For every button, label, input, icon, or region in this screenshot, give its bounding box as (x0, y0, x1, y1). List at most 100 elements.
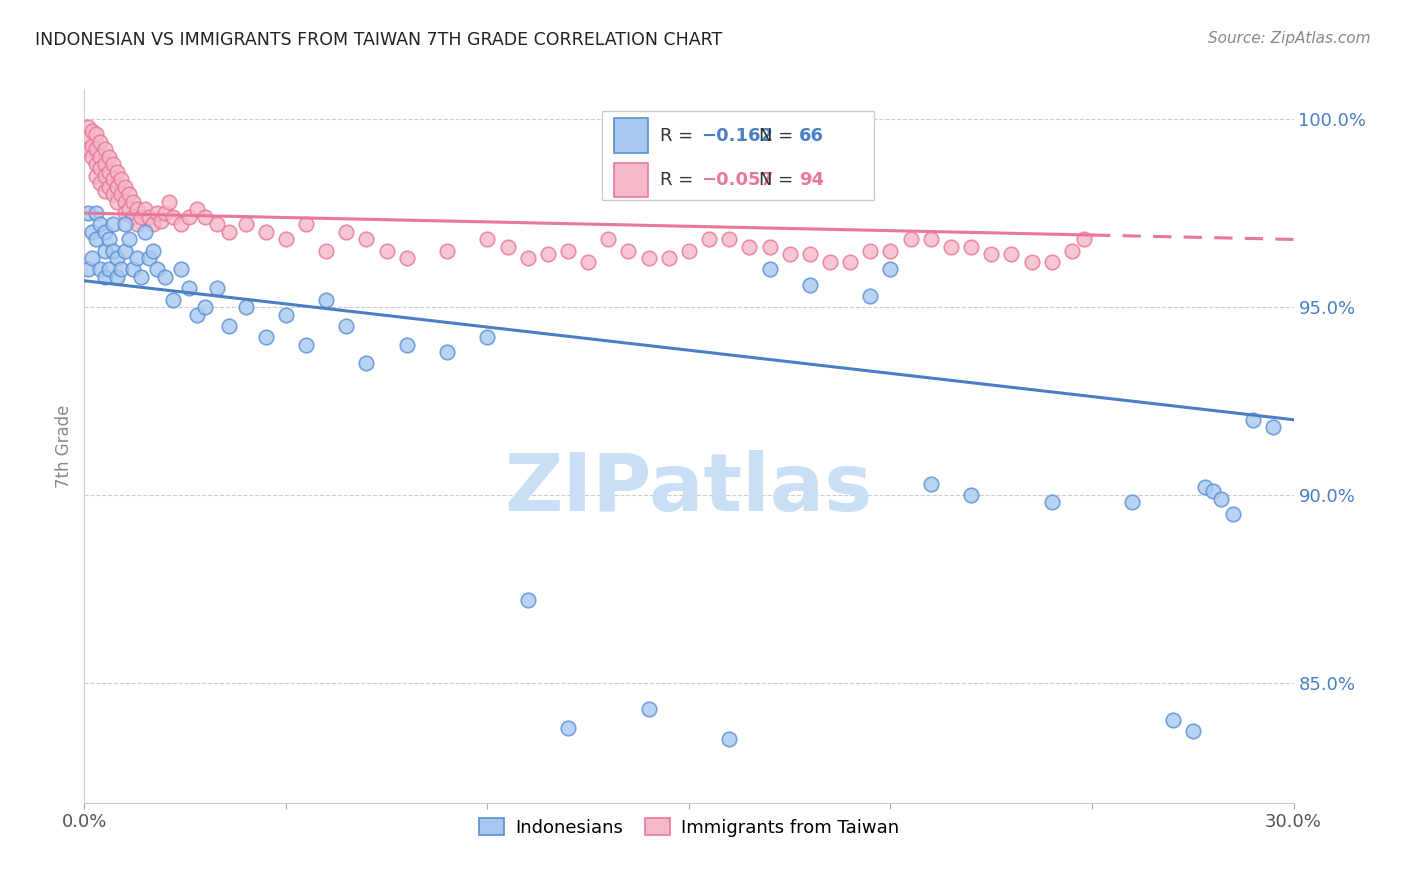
Point (142, 218, 165, 232)
Point (356, 232, 378, 246)
Point (93, 225, 115, 239)
Point (1073, 232, 1095, 246)
Point (900, 232, 922, 246)
Point (194, 300, 217, 314)
Point (125, 251, 148, 265)
Point (97, 179, 120, 194)
Point (186, 202, 208, 217)
Point (86, 142, 108, 156)
Point (960, 240, 983, 254)
Point (82, 225, 104, 239)
Point (436, 244, 458, 258)
Point (101, 218, 124, 232)
Point (77, 142, 100, 156)
Point (142, 244, 165, 258)
Point (105, 270, 128, 285)
Point (274, 232, 297, 246)
Point (186, 308, 208, 322)
Point (77, 131, 100, 145)
Point (218, 225, 240, 239)
Point (516, 251, 538, 265)
Point (77, 120, 100, 134)
Point (118, 202, 141, 217)
Point (86, 128, 108, 142)
Point (576, 255, 599, 269)
Point (1000, 247, 1022, 261)
Point (274, 308, 297, 322)
Point (134, 202, 156, 217)
Point (315, 244, 337, 258)
Point (235, 218, 257, 232)
Point (89, 135, 111, 149)
Point (1263, 420, 1285, 434)
Point (859, 289, 882, 303)
Text: 94: 94 (799, 171, 824, 189)
Point (1209, 491, 1232, 506)
Text: R =: R = (659, 127, 699, 145)
Point (879, 262, 901, 277)
Point (93, 142, 115, 156)
Point (153, 206, 176, 220)
Point (86, 157, 108, 171)
Point (1040, 495, 1063, 509)
Point (678, 244, 700, 258)
Point (82, 123, 104, 137)
Legend: Indonesians, Immigrants from Taiwan: Indonesians, Immigrants from Taiwan (472, 811, 905, 844)
Point (162, 210, 184, 224)
Point (537, 247, 560, 261)
Point (105, 165, 128, 179)
Point (129, 210, 152, 224)
Point (295, 337, 318, 351)
Point (758, 240, 780, 254)
Point (254, 225, 277, 239)
Point (207, 281, 229, 295)
Point (89, 176, 111, 190)
Point (93, 157, 115, 171)
Point (118, 187, 141, 202)
Point (149, 213, 172, 227)
Text: N =: N = (759, 171, 799, 189)
Point (818, 255, 841, 269)
Point (101, 244, 124, 258)
Point (89, 262, 111, 277)
Point (1121, 495, 1143, 509)
Point (97, 165, 120, 179)
Text: −0.162: −0.162 (702, 127, 773, 145)
Text: Source: ZipAtlas.com: Source: ZipAtlas.com (1208, 31, 1371, 46)
Point (146, 262, 169, 277)
Point (138, 210, 160, 224)
Point (170, 218, 193, 232)
Point (356, 356, 378, 370)
Point (114, 194, 136, 209)
Point (1194, 480, 1216, 494)
Point (129, 270, 152, 285)
Point (114, 179, 136, 194)
Point (86, 232, 108, 246)
Point (920, 232, 942, 246)
Point (105, 251, 128, 265)
Point (960, 488, 983, 502)
Point (89, 161, 111, 175)
Point (1161, 713, 1184, 727)
Point (697, 232, 720, 246)
Point (179, 281, 201, 295)
Point (162, 293, 184, 307)
Point (89, 218, 111, 232)
Text: −0.057: −0.057 (702, 171, 773, 189)
Point (395, 251, 418, 265)
Point (89, 150, 111, 164)
Point (617, 244, 640, 258)
Point (1222, 507, 1244, 521)
Point (101, 172, 124, 186)
Point (557, 721, 579, 735)
Point (153, 270, 176, 285)
Point (1060, 244, 1083, 258)
Point (93, 184, 115, 198)
Text: INDONESIAN VS IMMIGRANTS FROM TAIWAN 7TH GRADE CORRELATION CHART: INDONESIAN VS IMMIGRANTS FROM TAIWAN 7TH… (35, 31, 723, 49)
Point (557, 244, 579, 258)
Point (105, 194, 128, 209)
Point (93, 270, 115, 285)
Point (235, 300, 257, 314)
Point (658, 251, 681, 265)
Point (496, 240, 519, 254)
